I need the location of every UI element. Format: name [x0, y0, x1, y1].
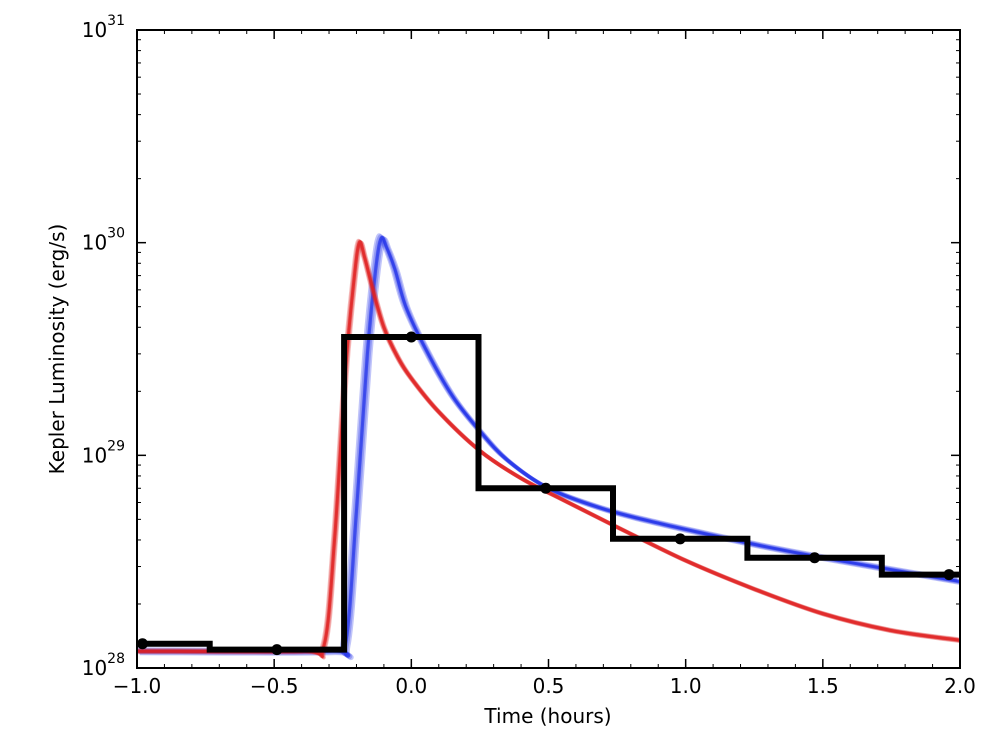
x-axis-title: Time (hours) — [483, 704, 611, 728]
binned-data-point — [540, 482, 552, 494]
red-model-line-center — [137, 240, 960, 658]
binned-data-point — [405, 331, 417, 343]
x-tick-label: 1.0 — [670, 674, 702, 698]
x-tick-label: 1.5 — [807, 674, 839, 698]
binned-data-point — [271, 644, 283, 656]
y-tick-label: 1031 — [82, 13, 125, 42]
red-model-group — [137, 238, 960, 660]
plot-frame — [136, 29, 961, 669]
binned-data-point — [674, 533, 686, 545]
x-tick-label: 0.0 — [395, 674, 427, 698]
binned-data-point — [809, 552, 821, 564]
x-tick-label: −1.0 — [113, 674, 162, 698]
binned-data-point — [943, 569, 955, 581]
x-tick-label: 0.5 — [533, 674, 565, 698]
x-tick-label: −0.5 — [250, 674, 299, 698]
y-axis-title: Kepler Luminosity (erg/s) — [45, 224, 69, 475]
y-tick-label: 1028 — [82, 651, 125, 680]
binned-data-point — [137, 638, 148, 650]
y-tick-label: 1029 — [82, 438, 125, 467]
x-tick-label: 2.0 — [944, 674, 976, 698]
series-layer — [137, 233, 960, 661]
ticks-layer: −1.0 −0.5 0.0 0.5 1.0 1.5 2.0 1028 1029 1030 1031 — [82, 13, 976, 698]
y-tick-label: 1030 — [82, 226, 125, 255]
